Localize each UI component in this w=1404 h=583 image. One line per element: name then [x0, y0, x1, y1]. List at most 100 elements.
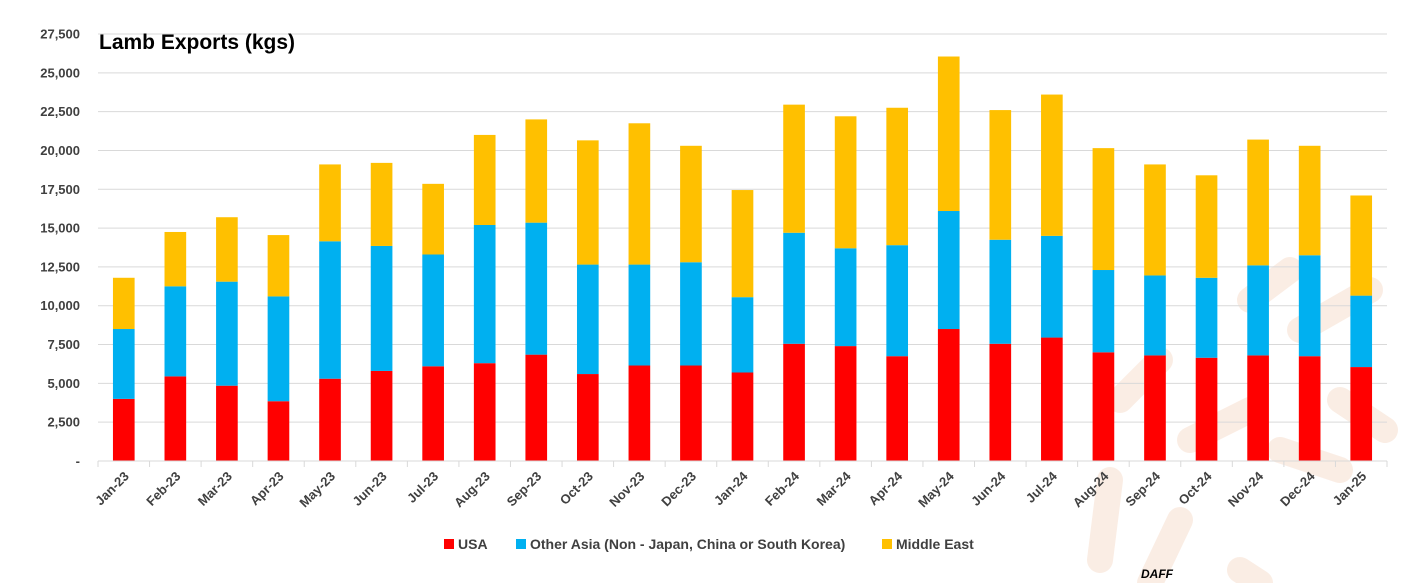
legend: USA Other Asia (Non - Japan, China or Sou… — [444, 536, 974, 552]
bar-segment — [216, 281, 238, 386]
legend-label: Other Asia (Non - Japan, China or South … — [530, 536, 845, 552]
bar-segment — [1092, 352, 1115, 461]
bar-segment — [834, 248, 857, 347]
bar-segment — [680, 145, 702, 263]
y-tick-label: 25,000 — [40, 65, 80, 80]
source-label: DAFF — [1141, 567, 1174, 581]
bar-segment — [473, 363, 496, 461]
watermark-logo — [1087, 257, 1398, 583]
bar-segment — [1092, 148, 1115, 271]
bar-segment — [989, 343, 1012, 461]
bar-segment — [1247, 265, 1269, 356]
bar-segment — [1195, 175, 1218, 278]
bar-segment — [731, 190, 754, 298]
bar-segment — [1041, 337, 1063, 461]
bar-segment — [1350, 295, 1373, 368]
legend-label: USA — [458, 536, 488, 552]
chart-title: Lamb Exports (kgs) — [99, 31, 295, 54]
bar-segment — [1350, 195, 1373, 296]
bar-segment — [1298, 255, 1321, 357]
x-tick-label: Feb-24 — [762, 468, 803, 509]
x-tick-label: Jul-23 — [404, 469, 441, 506]
x-tick-label: Oct-24 — [1175, 468, 1215, 508]
bar-segment — [1195, 277, 1218, 358]
bar-segment — [1041, 94, 1063, 236]
bar-segment — [680, 365, 702, 461]
x-tick-label: Apr-23 — [247, 469, 287, 509]
bar-segment — [1350, 367, 1373, 461]
bar-segment — [1247, 139, 1269, 266]
x-tick-label: Feb-23 — [143, 469, 183, 509]
bar-segment — [164, 231, 187, 287]
y-tick-label: 10,000 — [40, 298, 80, 313]
legend-swatch — [444, 539, 454, 549]
x-tick-label: Nov-23 — [606, 469, 647, 510]
bar-segment — [1195, 357, 1218, 461]
x-tick-label: Oct-23 — [557, 469, 596, 508]
bar-segment — [267, 235, 290, 297]
x-tick-label: Jun-24 — [968, 468, 1009, 509]
bar-segment — [628, 264, 651, 366]
bar-segment — [216, 217, 238, 282]
bar-segment — [731, 372, 754, 461]
bar-segment — [525, 222, 548, 355]
x-tick-label: Aug-23 — [451, 469, 493, 511]
x-tick-label: Mar-23 — [195, 469, 235, 509]
legend-label: Middle East — [896, 536, 974, 552]
x-tick-label: Dec-24 — [1277, 468, 1318, 509]
bar-segment — [164, 286, 187, 377]
bar-segment — [628, 365, 651, 461]
bar-segment — [576, 264, 599, 375]
bar-segment — [216, 385, 238, 461]
bar-segment — [422, 366, 444, 461]
bar-segment — [834, 346, 857, 461]
bar-segment — [937, 56, 960, 212]
x-tick-label: Mar-24 — [813, 468, 854, 509]
bar-segment — [937, 329, 960, 461]
bar-segment — [1298, 356, 1321, 461]
bar-segment — [473, 224, 496, 364]
bar-segment — [422, 183, 444, 255]
bar-segment — [525, 119, 548, 223]
bar-segment — [834, 116, 857, 249]
bar-segment — [628, 123, 651, 265]
bar-segment — [319, 241, 341, 379]
bar-segment — [422, 254, 444, 367]
bar-segment — [886, 356, 909, 461]
x-tick-label: May-23 — [296, 469, 338, 511]
bar-segment — [989, 110, 1012, 240]
bar-segment — [1041, 235, 1063, 338]
bar-segment — [112, 398, 135, 461]
y-tick-label: - — [76, 454, 80, 469]
bar-segment — [112, 277, 135, 330]
x-tick-label: Jan-24 — [711, 468, 751, 508]
bar-segment — [1144, 275, 1166, 356]
bar-segment — [783, 343, 805, 461]
bar-segment — [989, 239, 1012, 344]
bar-segment — [267, 296, 290, 402]
bar-segment — [1092, 270, 1115, 353]
bar-segment — [1247, 355, 1269, 461]
bar-segment — [576, 140, 599, 265]
x-tick-label: Jun-23 — [349, 469, 389, 509]
x-tick-label: Sep-23 — [504, 469, 545, 510]
x-tick-label: Jul-24 — [1023, 468, 1061, 506]
bar-segment — [1298, 145, 1321, 256]
x-axis: Jan-23 Feb-23 Mar-23 Apr-23 May-23 Jun-23 Jul-… — [92, 460, 1388, 511]
bar-segment — [267, 401, 290, 461]
y-tick-label: 22,500 — [40, 104, 80, 119]
bar-segment — [319, 378, 341, 461]
x-tick-label: Apr-24 — [866, 468, 906, 508]
y-tick-label: 17,500 — [40, 182, 80, 197]
bar-segment — [370, 162, 393, 246]
y-tick-label: 12,500 — [40, 259, 80, 274]
legend-swatch — [516, 539, 526, 549]
bar-segment — [783, 104, 805, 233]
legend-swatch — [882, 539, 892, 549]
bar-segment — [1144, 355, 1166, 461]
x-tick-label: Jan-23 — [92, 469, 132, 509]
bar-segment — [886, 245, 909, 357]
bar-segment — [783, 232, 805, 344]
bar-segment — [576, 374, 599, 461]
